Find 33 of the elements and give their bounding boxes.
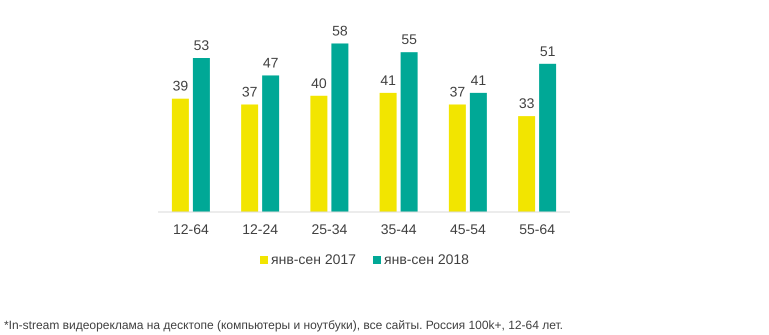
data-label: 53 (194, 37, 210, 53)
text: *In-stream видеореклама на десктопе (компьютеры и ноутбуки), все сайты. Россия 100k+, 12-64 лет. (4, 318, 563, 332)
bar (518, 116, 536, 212)
bar (448, 104, 466, 212)
bar (400, 52, 418, 212)
bar (331, 43, 348, 212)
data-label: 39 (172, 78, 188, 94)
x-tick-label: 45-54 (450, 221, 486, 237)
data-label: 41 (470, 72, 486, 88)
data-label: 58 (332, 22, 348, 38)
legend-label: янв-сен 2017 (271, 251, 356, 267)
bar (192, 58, 210, 212)
data-label: 41 (380, 72, 396, 88)
data-label: 33 (518, 95, 535, 112)
bar (241, 104, 258, 212)
x-tick-label: 12-24 (242, 221, 278, 237)
legend-label: янв-сен 2018 (384, 251, 470, 267)
data-label: 55 (401, 31, 418, 48)
bar (380, 92, 397, 212)
x-tick-label: 55-64 (519, 221, 556, 237)
data-label: 37 (450, 83, 466, 100)
bar (539, 64, 556, 212)
bar (310, 96, 328, 212)
data-label: 37 (242, 83, 258, 100)
bar (262, 75, 280, 212)
data-label: 51 (540, 42, 556, 59)
data-label: 47 (262, 54, 279, 70)
x-tick-label: 35-44 (380, 221, 417, 237)
x-tick-label: 12-64 (172, 221, 210, 237)
bar (172, 98, 189, 212)
x-tick-label: 25-34 (311, 221, 348, 237)
bar (470, 92, 487, 212)
data-label: 40 (311, 74, 327, 91)
